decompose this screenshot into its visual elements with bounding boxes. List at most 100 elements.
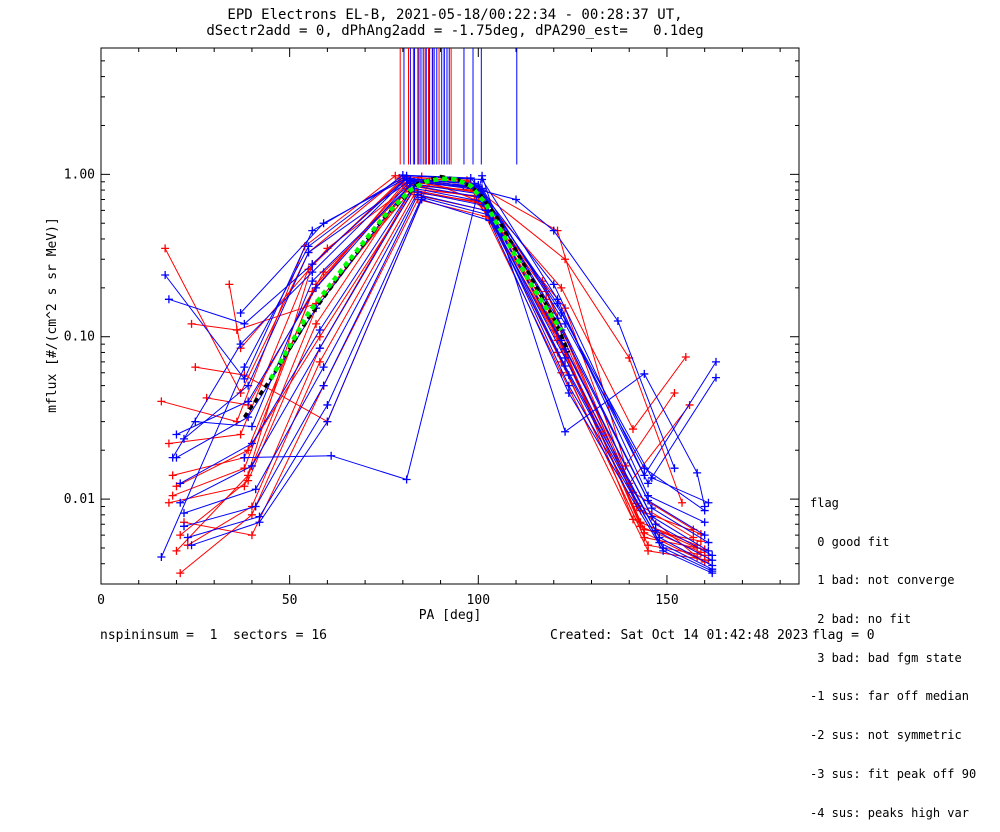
series-red-point: [191, 363, 200, 372]
series-red-line: [187, 191, 705, 563]
series-red-point: [689, 533, 698, 542]
series-blue-line: [183, 179, 709, 504]
legend-item: -3 sus: fit peak off 90: [810, 766, 977, 781]
series-blue-point: [647, 504, 656, 513]
series-blue-point: [564, 389, 573, 398]
series-blue-point: [240, 453, 249, 462]
x-tick-label: 0: [97, 593, 105, 608]
series-blue-point: [157, 552, 166, 561]
footer-spin-info: nspininsum = 1 sectors = 16: [100, 628, 327, 643]
footer-created: Created: Sat Oct 14 01:42:48 2023: [550, 628, 809, 643]
series-red-point: [164, 439, 173, 448]
series-blue-point: [251, 502, 260, 511]
series-blue-point: [402, 475, 411, 484]
series-red-point: [176, 569, 185, 578]
series-red-line: [179, 187, 702, 553]
series-blue-point: [240, 319, 249, 328]
series-blue-point: [613, 316, 622, 325]
series-blue-point: [164, 295, 173, 304]
series-red-point: [247, 510, 256, 519]
series-red-point: [225, 280, 234, 289]
series-red-line: [195, 181, 690, 485]
series-blue-point: [315, 344, 324, 353]
series-blue-line: [176, 180, 709, 544]
series-blue-point: [172, 430, 181, 439]
series-blue-point: [693, 468, 702, 477]
series-blue-point: [640, 369, 649, 378]
series-red-line: [168, 179, 698, 549]
series-red-point: [236, 430, 245, 439]
footer-flag: flag = 0: [812, 628, 875, 643]
series-blue-point: [191, 417, 200, 426]
series-blue-point: [402, 173, 411, 182]
plot-frame: [100, 47, 800, 585]
series-blue-point: [704, 498, 713, 507]
series-blue-point: [315, 326, 324, 335]
series-red-point: [157, 397, 166, 406]
series-red-point: [315, 332, 324, 341]
series-blue-point: [251, 485, 260, 494]
series-blue-line: [191, 198, 713, 574]
series-blue-point: [247, 439, 256, 448]
series-blue-point: [304, 248, 313, 257]
series-blue-line: [244, 173, 706, 507]
series-blue-point: [308, 226, 317, 235]
series-red-point: [681, 353, 690, 362]
series-red-point: [232, 326, 241, 335]
series-blue-point: [244, 381, 253, 390]
series-blue-line: [187, 196, 713, 572]
fit-line: [268, 176, 564, 381]
series-blue-point: [549, 226, 558, 235]
series-red-point: [628, 515, 637, 524]
series-blue-point: [323, 417, 332, 426]
series-blue-point: [700, 502, 709, 511]
series-blue-point: [485, 216, 494, 225]
series-red-point: [247, 531, 256, 540]
x-axis-label: PA [deg]: [419, 608, 482, 623]
series-blue-point: [176, 479, 185, 488]
y-tick-label: 0.10: [64, 330, 95, 345]
chart-subtitle: dSectr2add = 0, dPhAng2add = -1.75deg, d…: [206, 23, 704, 39]
series-blue-line: [179, 187, 713, 561]
series-blue-point: [180, 434, 189, 443]
series-blue-point: [323, 400, 332, 409]
legend-item: 1 bad: not converge: [810, 573, 955, 588]
series-red-point: [164, 498, 173, 507]
x-tick-label: 50: [282, 593, 298, 608]
axis-ticks: [100, 47, 799, 585]
chart-title: EPD Electrons EL-B, 2021-05-18/00:22:34 …: [227, 7, 683, 23]
series-blue-point: [659, 546, 668, 555]
series-blue-point: [168, 453, 177, 462]
series-blue-point: [240, 363, 249, 372]
series-blue-point: [236, 340, 245, 349]
series-blue-point: [247, 422, 256, 431]
series-blue-point: [644, 479, 653, 488]
series-blue-line: [183, 191, 713, 566]
series-red-point: [168, 471, 177, 480]
series-blue-point: [180, 509, 189, 518]
series-blue-point: [700, 518, 709, 527]
flux-chart: 0 50 100 150 0.01 0.10 1.00 PA [deg] mflux [#/…: [45, 47, 800, 623]
series-blue-point: [704, 538, 713, 547]
series-blue-point: [327, 451, 336, 460]
series-blue-point: [711, 373, 720, 382]
series-red-point: [644, 546, 653, 555]
peak-markers: [399, 48, 518, 165]
series-blue-point: [161, 270, 170, 279]
series-red-point: [391, 171, 400, 180]
series-blue-point: [187, 541, 196, 550]
series-red-point: [161, 244, 170, 253]
series-red-line: [161, 175, 694, 530]
series-red-point: [670, 389, 679, 398]
series-blue-point: [183, 533, 192, 542]
series-blue-point: [308, 268, 317, 277]
legend-item: -1 sus: far off median: [810, 689, 969, 704]
series-red-point: [557, 283, 566, 292]
legend-item: 0 good fit: [810, 534, 890, 549]
fit-overlays: [242, 174, 571, 419]
series-red-point: [312, 319, 321, 328]
series-red-point: [640, 528, 649, 537]
series-blue-point: [564, 371, 573, 380]
series-blue-point: [417, 195, 426, 204]
series-blue-line: [240, 177, 675, 469]
